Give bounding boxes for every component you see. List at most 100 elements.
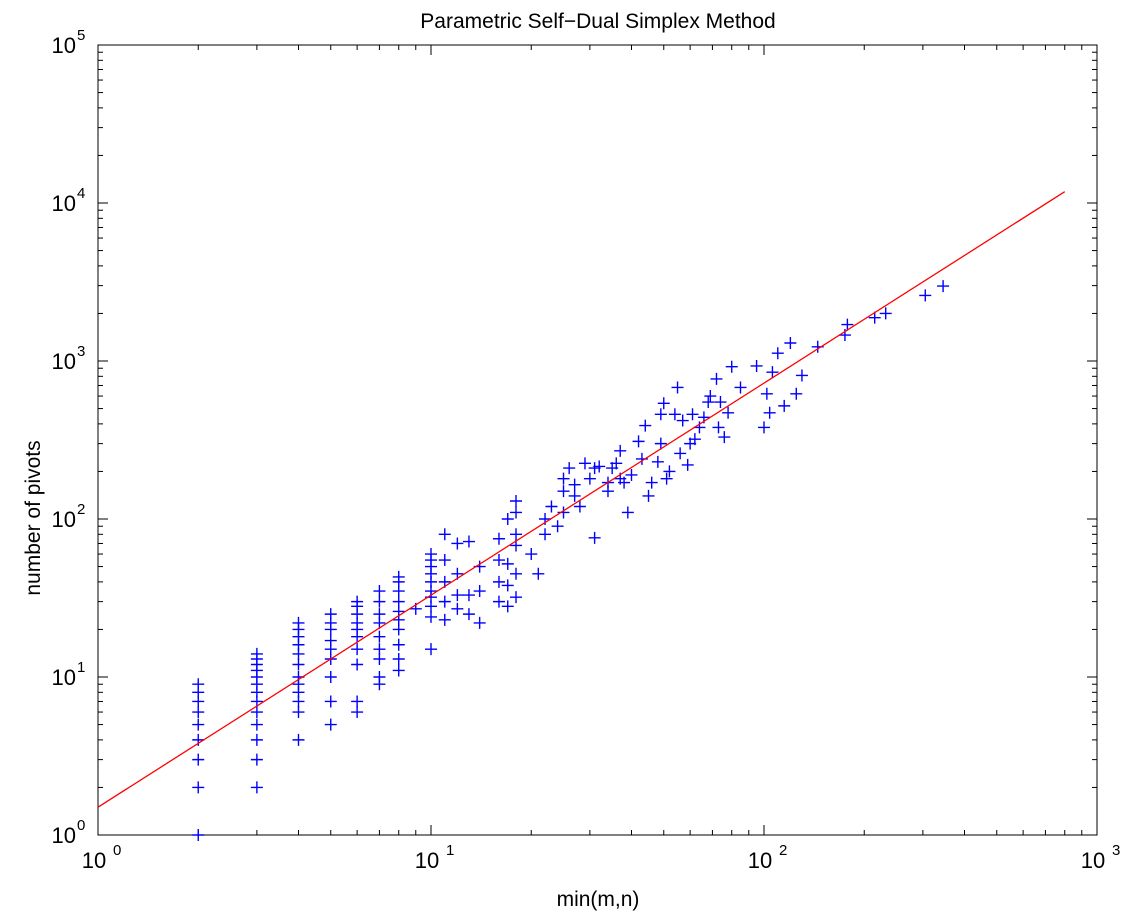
y-tick-exponent: 0 bbox=[77, 817, 85, 834]
data-point-marker bbox=[588, 531, 601, 544]
data-point-marker bbox=[462, 535, 475, 548]
data-point-marker bbox=[688, 433, 701, 446]
data-point-marker bbox=[192, 829, 205, 841]
data-point-marker bbox=[557, 472, 570, 485]
y-tick-exponent: 2 bbox=[77, 501, 85, 518]
y-tick-label: 10 bbox=[52, 507, 76, 532]
data-point-marker bbox=[681, 458, 694, 471]
y-tick-label: 10 bbox=[52, 191, 76, 216]
data-point-marker bbox=[654, 408, 667, 421]
data-point-marker bbox=[618, 476, 631, 489]
data-point-marker bbox=[250, 718, 263, 731]
data-point-marker bbox=[760, 387, 773, 400]
data-point-marker bbox=[668, 408, 681, 421]
x-tick-label: 10 bbox=[415, 848, 439, 873]
data-point-marker bbox=[621, 506, 634, 519]
data-point-marker bbox=[718, 431, 731, 444]
data-point-marker bbox=[292, 706, 305, 719]
data-point-marker bbox=[868, 311, 881, 324]
data-point-marker bbox=[790, 387, 803, 400]
data-point-marker bbox=[324, 671, 337, 683]
x-tick-exponent: 0 bbox=[113, 842, 121, 859]
data-point-marker bbox=[473, 585, 486, 598]
data-point-marker bbox=[722, 406, 735, 419]
data-point-marker bbox=[250, 781, 263, 794]
x-tick-label: 10 bbox=[748, 848, 772, 873]
data-point-marker bbox=[663, 465, 676, 478]
data-point-marker bbox=[676, 414, 689, 427]
data-point-marker bbox=[324, 608, 337, 621]
data-point-marker bbox=[568, 478, 581, 491]
data-point-marker bbox=[192, 718, 205, 731]
data-point-marker bbox=[625, 468, 638, 481]
data-point-marker bbox=[425, 548, 437, 561]
y-tick-exponent: 1 bbox=[77, 659, 85, 676]
data-point-marker bbox=[937, 280, 950, 293]
data-point-marker bbox=[392, 652, 405, 665]
data-point-marker bbox=[651, 455, 664, 468]
data-point-marker bbox=[557, 485, 570, 498]
data-point-marker bbox=[510, 528, 523, 541]
x-tick-label: 10 bbox=[1081, 848, 1105, 873]
data-point-marker bbox=[674, 447, 687, 460]
data-point-marker bbox=[292, 733, 305, 746]
plot-area: 10 0 10 1 10 2 10 310 010 110 210 310 410 5 bbox=[52, 27, 1121, 873]
data-point-marker bbox=[392, 570, 405, 583]
data-point-marker bbox=[373, 643, 386, 656]
data-point-marker bbox=[642, 489, 655, 502]
data-point-marker bbox=[593, 460, 606, 473]
data-point-marker bbox=[712, 421, 725, 434]
y-tick-label: 10 bbox=[52, 823, 76, 848]
data-point-marker bbox=[568, 489, 581, 502]
data-point-marker bbox=[373, 595, 386, 608]
data-point-marker bbox=[492, 595, 505, 608]
x-tick-exponent: 2 bbox=[779, 842, 787, 859]
data-point-marker bbox=[841, 318, 854, 331]
data-point-marker bbox=[324, 718, 337, 731]
data-point-marker bbox=[192, 781, 205, 794]
y-tick-exponent: 4 bbox=[77, 185, 85, 202]
data-point-marker bbox=[919, 289, 932, 302]
data-point-marker bbox=[373, 630, 386, 643]
data-point-marker bbox=[292, 658, 305, 671]
data-point-marker bbox=[438, 613, 451, 626]
data-point-marker bbox=[373, 585, 386, 598]
data-point-marker bbox=[392, 595, 405, 608]
data-point-marker bbox=[573, 500, 586, 513]
axes-box bbox=[97, 44, 1098, 836]
data-point-marker bbox=[324, 695, 337, 708]
data-point-marker bbox=[657, 397, 670, 410]
data-point-marker bbox=[660, 472, 673, 485]
data-point-marker bbox=[425, 610, 437, 623]
data-point-marker bbox=[451, 589, 464, 602]
data-point-marker bbox=[614, 444, 627, 457]
data-point-marker bbox=[438, 554, 451, 567]
data-point-marker bbox=[351, 658, 364, 671]
data-point-marker bbox=[578, 457, 591, 470]
data-point-marker bbox=[539, 528, 552, 541]
data-point-marker bbox=[702, 396, 715, 409]
data-point-marker bbox=[879, 307, 892, 320]
data-point-marker bbox=[563, 462, 576, 475]
data-point-marker bbox=[324, 634, 337, 647]
data-point-marker bbox=[492, 575, 505, 588]
data-point-marker bbox=[510, 591, 523, 604]
data-point-marker bbox=[192, 706, 205, 719]
data-point-marker bbox=[750, 359, 763, 372]
data-point-marker bbox=[438, 595, 451, 608]
x-tick-exponent: 1 bbox=[446, 842, 454, 859]
data-point-marker bbox=[392, 638, 405, 651]
data-point-marker bbox=[725, 360, 738, 373]
data-point-marker bbox=[438, 528, 451, 541]
data-point-marker bbox=[510, 494, 523, 507]
data-point-marker bbox=[583, 472, 596, 485]
data-point-marker bbox=[545, 500, 558, 513]
data-point-marker bbox=[373, 671, 386, 683]
data-point-marker bbox=[734, 381, 747, 394]
data-point-marker bbox=[192, 753, 205, 766]
data-point-marker bbox=[192, 678, 205, 691]
data-point-marker bbox=[425, 643, 437, 656]
data-point-marker bbox=[462, 589, 475, 602]
y-tick-label: 10 bbox=[52, 33, 76, 58]
